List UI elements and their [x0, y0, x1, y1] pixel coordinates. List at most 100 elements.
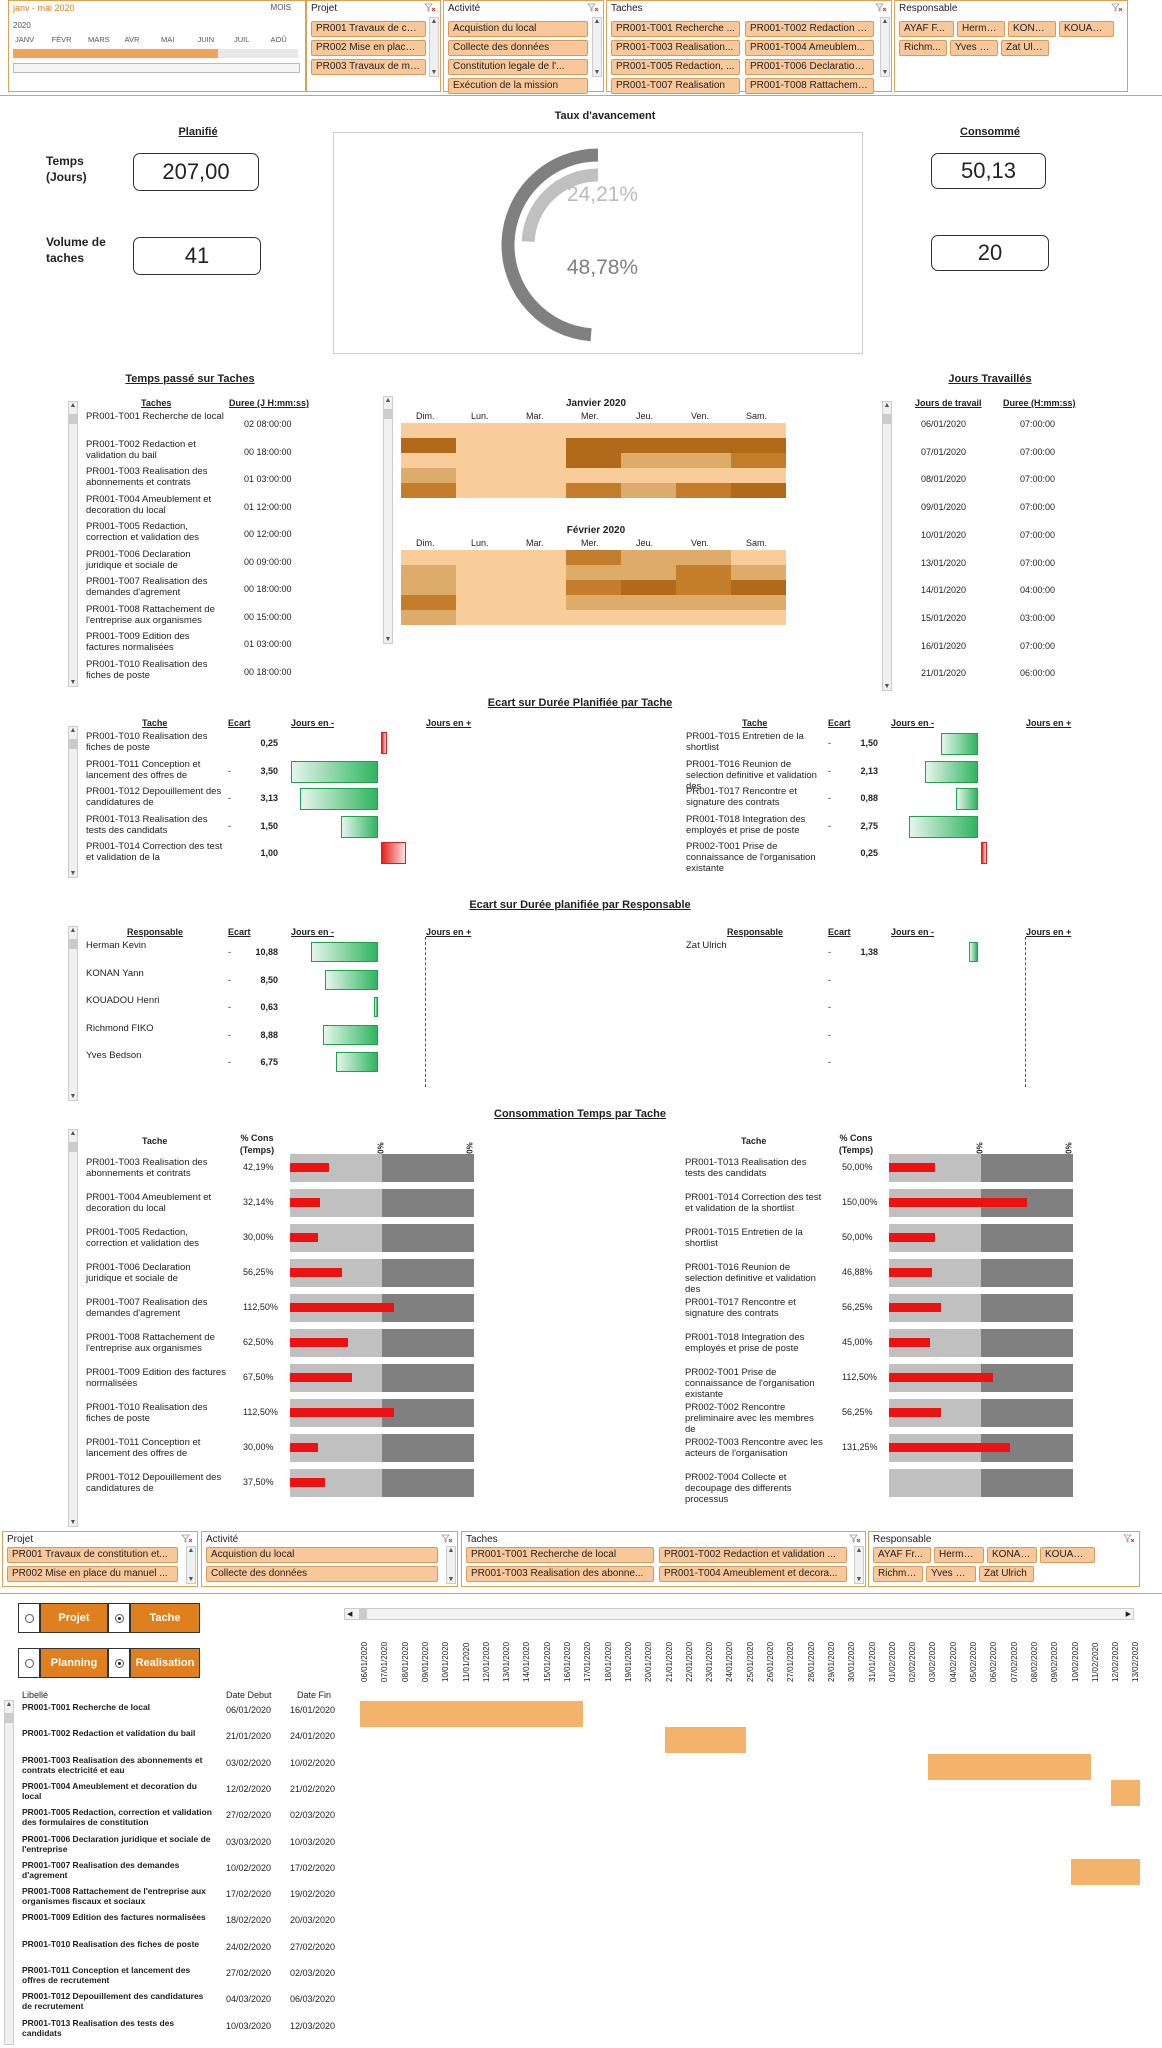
taches-slicer-scrollbar[interactable]: ▲ ▼	[880, 17, 890, 77]
calendar-day-cell[interactable]	[456, 453, 511, 468]
cons-value-bar[interactable]	[290, 1478, 325, 1487]
taches-slicer-scrollbar-up-arrow[interactable]: ▲	[881, 18, 889, 25]
timeline-month[interactable]: JUIL	[234, 35, 250, 44]
calendar-day-cell[interactable]	[621, 423, 676, 438]
bottom-taches-item[interactable]: PR001-T003 Realisation des abonne...	[466, 1566, 654, 1582]
calendar-day-cell[interactable]	[401, 438, 456, 453]
ecart_resp-negative-bar[interactable]	[374, 997, 378, 1017]
taches-slicer-item[interactable]: PR001-T007 Realisation	[611, 78, 740, 94]
projet-slicer-item[interactable]: PR002 Mise en place ...	[311, 40, 426, 56]
calendar-day-cell[interactable]	[401, 595, 456, 610]
calendar-day-cell[interactable]	[456, 483, 511, 498]
projet-radio[interactable]	[18, 1603, 40, 1633]
ecart_tache-positive-bar[interactable]	[381, 842, 406, 864]
calendar-day-cell[interactable]	[731, 580, 786, 595]
bottom-activite-item[interactable]: Collecte des données	[206, 1566, 438, 1582]
bottom-taches-scrollbar-up-arrow[interactable]: ▲	[855, 1547, 863, 1554]
bottom-projet-item[interactable]: PR002 Mise en place du manuel ...	[7, 1566, 178, 1582]
ecart-resp-scrollbar[interactable]: ▲ ▼	[68, 926, 78, 1101]
ecart_resp-negative-bar[interactable]	[310, 942, 378, 962]
calendar-day-cell[interactable]	[621, 438, 676, 453]
timeline-unselected-range[interactable]	[218, 49, 298, 58]
calendar-day-cell[interactable]	[401, 453, 456, 468]
taches-slicer-item[interactable]: PR001-T008 Rattacheme...	[745, 78, 874, 94]
taches-slicer[interactable]: Taches PR001-T001 Recherche ... PR001-T002…	[606, 0, 892, 94]
calendar-day-cell[interactable]	[511, 610, 566, 625]
timeline-month[interactable]: MAI	[161, 35, 175, 44]
calendar-day-cell[interactable]	[401, 565, 456, 580]
taches-slicer-item[interactable]: PR001-T005 Redaction, ...	[611, 59, 740, 75]
cons-value-bar[interactable]	[290, 1443, 318, 1452]
ecart_tache-negative-bar[interactable]	[290, 760, 378, 783]
activite-slicer[interactable]: Activité Acquistion du local Collecte des …	[443, 0, 604, 94]
activite-slicer-item[interactable]: Acquistion du local	[448, 21, 588, 37]
bottom-responsable-slicer[interactable]: Responsable AYAF Fr... Herman... KONAN ... K…	[868, 1531, 1140, 1587]
planning-radio[interactable]	[18, 1648, 40, 1678]
calendar-day-cell[interactable]	[676, 438, 731, 453]
timeline-month[interactable]: JANV	[15, 35, 35, 44]
calendar-day-cell[interactable]	[621, 565, 676, 580]
projet-filter-icon[interactable]	[424, 3, 436, 12]
bottom-activite-filter-icon[interactable]	[441, 1534, 453, 1543]
calendar-day-cell[interactable]	[621, 453, 676, 468]
gantt-task-bar[interactable]	[928, 1753, 1091, 1780]
timeline-selected-range[interactable]	[13, 49, 218, 58]
calendar-day-cell[interactable]	[566, 610, 621, 625]
ecart_resp-negative-bar[interactable]	[325, 969, 378, 990]
cons-value-bar[interactable]	[889, 1373, 993, 1382]
calendar-day-cell[interactable]	[731, 550, 786, 565]
calendar-day-cell[interactable]	[676, 423, 731, 438]
bottom-taches-scrollbar[interactable]: ▲ ▼	[854, 1546, 864, 1584]
ecart_tache-negative-bar[interactable]	[340, 815, 378, 838]
calendar-day-cell[interactable]	[676, 550, 731, 565]
bottom-responsable-filter-icon[interactable]	[1123, 1534, 1135, 1543]
ecart_resp-negative-bar[interactable]	[336, 1052, 378, 1072]
bottom-responsable-item[interactable]: AYAF Fr...	[873, 1547, 931, 1563]
calendar-day-cell[interactable]	[676, 595, 731, 610]
taches-slicer-item[interactable]: PR001-T003 Realisation...	[611, 40, 740, 56]
planning-button[interactable]: Planning	[40, 1648, 108, 1678]
bottom-projet-scrollbar-up-arrow[interactable]: ▲	[187, 1547, 195, 1554]
calendar-day-cell[interactable]	[456, 423, 511, 438]
bottom-taches-item[interactable]: PR001-T001 Recherche de local	[466, 1547, 654, 1563]
bottom-taches-slicer[interactable]: Taches PR001-T001 Recherche de local PR001…	[461, 1531, 866, 1587]
activite-slicer-scrollbar-up-arrow[interactable]: ▲	[593, 18, 601, 25]
calendar-day-cell[interactable]	[621, 610, 676, 625]
calendar-day-cell[interactable]	[456, 550, 511, 565]
responsable-slicer[interactable]: Responsable AYAF F... Herma... KONAN ... KOU…	[894, 0, 1128, 92]
calendar-day-cell[interactable]	[511, 468, 566, 483]
realisation-button[interactable]: Realisation	[130, 1648, 200, 1678]
calendar-day-cell[interactable]	[676, 610, 731, 625]
taches-slicer-item[interactable]: PR001-T006 Declaration ...	[745, 59, 874, 75]
projet-slicer-scrollbar-down-arrow[interactable]: ▼	[430, 69, 438, 76]
jours-scrollbar[interactable]: ▲ ▼	[882, 401, 892, 691]
bottom-responsable-item[interactable]: Yves Be...	[926, 1566, 976, 1582]
ecart_tache-negative-bar[interactable]	[299, 788, 378, 810]
calendar-day-cell[interactable]	[731, 595, 786, 610]
temps-taches-scrollbar[interactable]: ▲ ▼	[68, 401, 78, 687]
cons-value-bar[interactable]	[290, 1268, 342, 1277]
calendar-day-cell[interactable]	[676, 580, 731, 595]
tache-radio[interactable]	[108, 1603, 130, 1633]
gantt-hscroll[interactable]: ◀ ▶	[344, 1608, 1134, 1620]
bottom-taches-item[interactable]: PR001-T004 Ameublement et decora...	[659, 1566, 847, 1582]
calendar-day-cell[interactable]	[511, 550, 566, 565]
ecart_resp-negative-bar[interactable]	[969, 942, 978, 962]
activite-slicer-item[interactable]: Constitution legale de l'...	[448, 59, 588, 75]
calendar-day-cell[interactable]	[621, 595, 676, 610]
cons-value-bar[interactable]	[889, 1233, 935, 1242]
bottom-taches-item[interactable]: PR001-T002 Redaction et validation ...	[659, 1547, 847, 1563]
bottom-responsable-item[interactable]: Zat Ulrich	[979, 1566, 1034, 1582]
ecart_tache-positive-bar[interactable]	[981, 842, 988, 864]
calendar-day-cell[interactable]	[511, 565, 566, 580]
calendar-day-cell[interactable]	[456, 565, 511, 580]
calendar-day-cell[interactable]	[621, 468, 676, 483]
timeline-unit[interactable]: MOIS	[270, 3, 291, 12]
cons-value-bar[interactable]	[290, 1233, 318, 1242]
timeline-month[interactable]: MARS	[88, 35, 110, 44]
projet-slicer-item[interactable]: PR003 Travaux de mis...	[311, 59, 426, 75]
calendar-day-cell[interactable]	[511, 580, 566, 595]
cons-value-bar[interactable]	[290, 1163, 329, 1172]
calendar-day-cell[interactable]	[511, 423, 566, 438]
responsable-slicer-item[interactable]: Richm...	[899, 40, 947, 56]
